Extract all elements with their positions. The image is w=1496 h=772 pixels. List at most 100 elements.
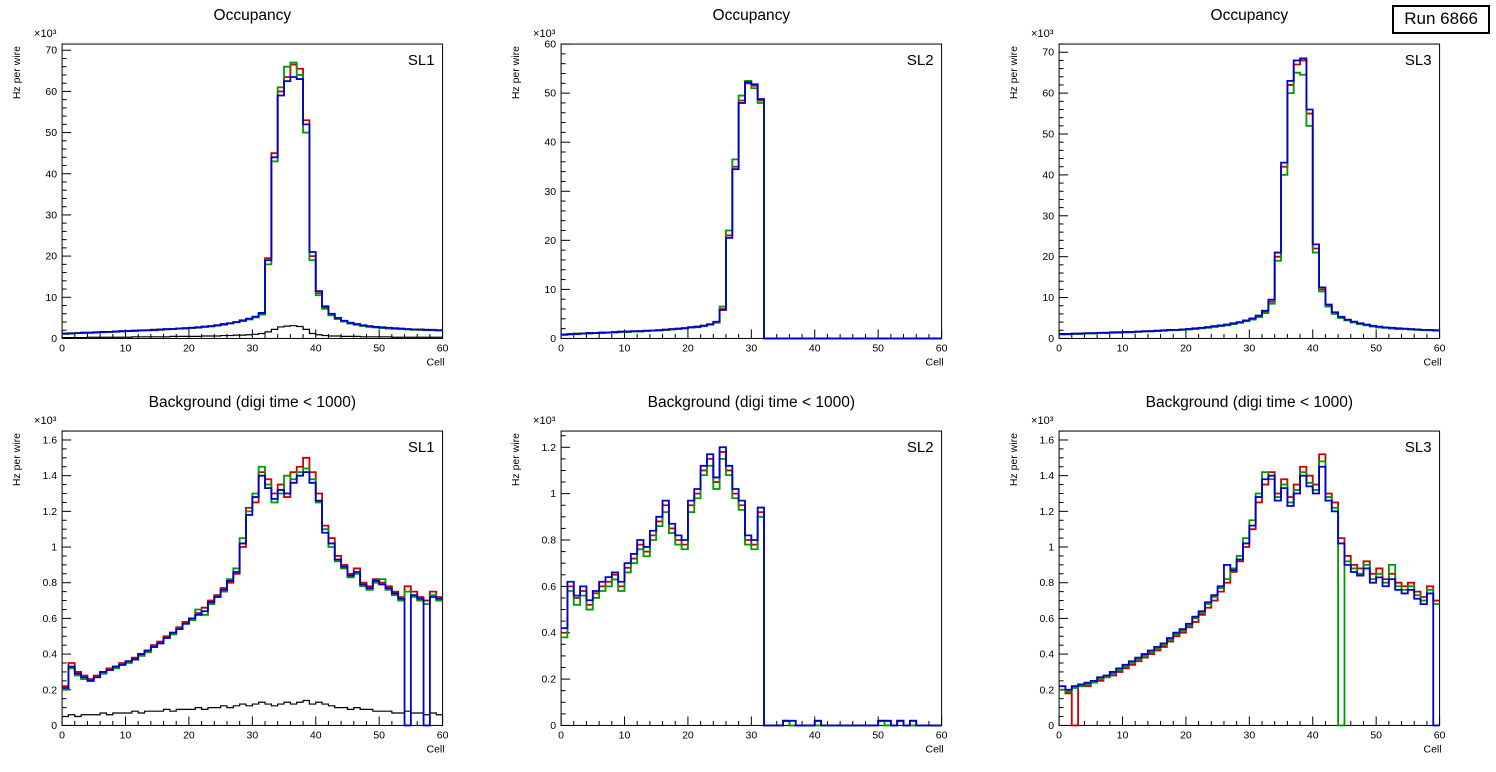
series-green bbox=[560, 79, 942, 340]
series-green bbox=[1059, 460, 1440, 726]
y-tick-label: 50 bbox=[45, 127, 57, 139]
panel-label: SL3 bbox=[1405, 52, 1432, 69]
y-tick-label: 1.2 bbox=[541, 441, 556, 453]
y-tick-label: 30 bbox=[544, 186, 556, 198]
y-axis-title: Hz per wire bbox=[11, 46, 23, 99]
x-tick-label: 10 bbox=[618, 342, 630, 354]
y-scale-label: ×10³ bbox=[34, 28, 57, 40]
x-tick-label: 0 bbox=[59, 342, 65, 354]
x-tick-label: 30 bbox=[1244, 729, 1256, 741]
series-black bbox=[62, 699, 443, 717]
x-tick-label: 20 bbox=[682, 729, 694, 741]
series-red bbox=[62, 456, 443, 687]
panel-label: SL3 bbox=[1405, 439, 1432, 456]
y-axis-title: Hz per wire bbox=[1008, 432, 1020, 485]
y-tick-label: 1 bbox=[51, 541, 57, 553]
x-axis-title: Cell bbox=[1424, 743, 1442, 755]
y-axis: 0 0.2 0.4 0.6 0.8 1 1.2 1.4 1.6 Hz per wire bbox=[1008, 430, 1069, 731]
y-tick-label: 1.4 bbox=[42, 470, 57, 482]
y-tick-label: 0.6 bbox=[42, 612, 57, 624]
panel-label: SL1 bbox=[408, 439, 435, 456]
x-tick-label: 40 bbox=[310, 729, 322, 741]
y-tick-label: 10 bbox=[45, 292, 57, 304]
histogram-svg: Occupancy ×10³ 0 10 20 30 40 50 60 Cell 0 10 20 30 40 5… bbox=[1008, 7, 1446, 368]
panel-background-sl3: Background (digi time < 1000) ×10³ 0 10 20 30… bbox=[997, 387, 1496, 772]
y-tick-label: 0 bbox=[51, 719, 57, 731]
x-tick-label: 10 bbox=[618, 729, 630, 741]
x-tick-label: 30 bbox=[246, 342, 258, 354]
x-tick-label: 50 bbox=[1371, 342, 1383, 354]
x-tick-label: 0 bbox=[558, 729, 564, 741]
series-blue bbox=[560, 81, 942, 340]
y-tick-label: 1.6 bbox=[42, 434, 57, 446]
panel-occupancy-sl3: Occupancy ×10³ 0 10 20 30 40 50 60 Cell 0 10 20 30 40 5… bbox=[997, 0, 1496, 387]
x-tick-label: 20 bbox=[1180, 729, 1192, 741]
y-axis: 0 10 20 30 40 50 60 Hz per wire bbox=[510, 39, 570, 345]
y-axis-title: Hz per wire bbox=[1008, 46, 1020, 99]
y-tick-label: 0.6 bbox=[541, 580, 556, 592]
plot-frame bbox=[61, 430, 444, 726]
x-axis: 0 10 20 30 40 50 60 Cell bbox=[558, 715, 947, 755]
x-tick-label: 30 bbox=[246, 729, 258, 741]
x-axis: 0 10 20 30 40 50 60 Cell bbox=[1056, 715, 1446, 755]
y-tick-label: 50 bbox=[544, 88, 556, 100]
panel-label: SL2 bbox=[907, 439, 934, 456]
panel-label: SL1 bbox=[408, 52, 435, 69]
y-tick-label: 0 bbox=[1049, 333, 1055, 345]
y-tick-label: 0.2 bbox=[42, 684, 57, 696]
x-tick-label: 60 bbox=[935, 342, 947, 354]
panel-label: SL2 bbox=[907, 52, 934, 69]
y-scale-label: ×10³ bbox=[533, 28, 556, 40]
series-red bbox=[1059, 452, 1440, 726]
panel-background-sl1: Background (digi time < 1000) ×10³ 0 10 20 30… bbox=[0, 387, 499, 772]
x-axis: 0 10 20 30 40 50 60 Cell bbox=[1056, 329, 1446, 368]
run-label: Run 6866 bbox=[1392, 5, 1490, 35]
x-tick-label: 40 bbox=[809, 342, 821, 354]
x-axis: 0 10 20 30 40 50 60 Cell bbox=[59, 329, 449, 368]
y-axis-title: Hz per wire bbox=[510, 46, 522, 99]
x-tick-label: 10 bbox=[1117, 342, 1129, 354]
y-axis-title: Hz per wire bbox=[510, 432, 522, 485]
y-tick-label: 0 bbox=[1049, 719, 1055, 731]
y-scale-label: ×10³ bbox=[34, 415, 57, 427]
y-tick-label: 1.6 bbox=[1040, 434, 1055, 446]
y-tick-label: 0 bbox=[550, 719, 556, 731]
y-tick-label: 0.6 bbox=[1040, 612, 1055, 624]
y-tick-label: 50 bbox=[1043, 129, 1055, 141]
x-tick-label: 40 bbox=[1307, 729, 1319, 741]
x-axis-title: Cell bbox=[426, 743, 444, 755]
x-tick-label: 60 bbox=[935, 729, 947, 741]
x-tick-label: 50 bbox=[373, 729, 385, 741]
series-blue bbox=[560, 445, 942, 726]
y-tick-label: 20 bbox=[544, 235, 556, 247]
x-tick-label: 30 bbox=[745, 342, 757, 354]
x-tick-label: 0 bbox=[1056, 729, 1062, 741]
series-blue bbox=[1059, 465, 1440, 726]
x-axis-title: Cell bbox=[426, 356, 444, 368]
chart-title: Occupancy bbox=[1211, 7, 1289, 24]
y-tick-label: 1 bbox=[550, 488, 556, 500]
plot-frame bbox=[1058, 43, 1441, 339]
y-axis: 0 10 20 30 40 50 60 70 Hz per wire bbox=[1008, 43, 1069, 345]
y-tick-label: 1.4 bbox=[1040, 470, 1055, 482]
x-tick-label: 40 bbox=[809, 729, 821, 741]
x-tick-label: 20 bbox=[682, 342, 694, 354]
x-tick-label: 20 bbox=[183, 342, 195, 354]
histogram-svg: Occupancy ×10³ 0 10 20 30 40 50 60 Cell 0 10 20 30 40 5… bbox=[510, 7, 948, 368]
panel-occupancy-sl2: Occupancy ×10³ 0 10 20 30 40 50 60 Cell 0 10 20 30 40 5… bbox=[499, 0, 998, 387]
x-tick-label: 40 bbox=[1307, 342, 1319, 354]
y-tick-label: 70 bbox=[45, 45, 57, 57]
x-tick-label: 50 bbox=[373, 342, 385, 354]
y-tick-label: 0.8 bbox=[541, 534, 556, 546]
chart-title: Occupancy bbox=[214, 7, 292, 24]
series-green bbox=[1059, 71, 1440, 336]
x-tick-label: 20 bbox=[183, 729, 195, 741]
x-axis-title: Cell bbox=[925, 743, 943, 755]
y-tick-label: 20 bbox=[45, 251, 57, 263]
x-tick-label: 50 bbox=[1371, 729, 1383, 741]
x-tick-label: 0 bbox=[558, 342, 564, 354]
y-tick-label: 0.2 bbox=[1040, 684, 1055, 696]
x-tick-label: 60 bbox=[1434, 342, 1446, 354]
